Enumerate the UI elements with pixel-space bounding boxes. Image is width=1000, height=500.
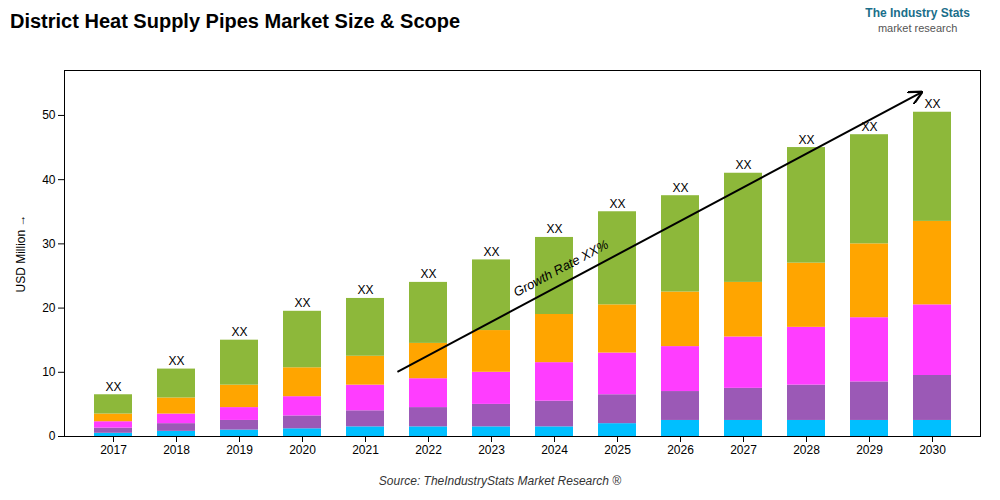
html-text:Source: TheIndustryStats Marke: Source: TheIndustryStats Market Research…: [378, 474, 622, 488]
svg-text:10: 10: [42, 365, 56, 379]
svg-text:2018: 2018: [163, 443, 190, 457]
svg-text:XX: XX: [735, 158, 751, 172]
svg-text:XX: XX: [672, 181, 688, 195]
svg-text:XX: XX: [861, 120, 877, 134]
svg-text:Growth Rate XX%: Growth Rate XX%: [511, 237, 611, 300]
svg-text:XX: XX: [294, 296, 310, 310]
svg-text:XX: XX: [105, 380, 121, 394]
svg-text:XX: XX: [357, 283, 373, 297]
svg-text:XX: XX: [609, 197, 625, 211]
html-text:The Industry Stats: The Industry Stats: [865, 6, 970, 20]
svg-text:50: 50: [42, 108, 56, 122]
svg-text:2022: 2022: [415, 443, 442, 457]
svg-text:2023: 2023: [478, 443, 505, 457]
svg-text:XX: XX: [798, 133, 814, 147]
svg-text:20: 20: [42, 301, 56, 315]
svg-text:2027: 2027: [730, 443, 757, 457]
svg-text:XX: XX: [420, 267, 436, 281]
svg-text:2030: 2030: [919, 443, 946, 457]
svg-text:XX: XX: [924, 97, 940, 111]
svg-text:USD Million →: USD Million →: [14, 214, 28, 292]
svg-text:XX: XX: [546, 222, 562, 236]
svg-text:2024: 2024: [541, 443, 568, 457]
html-text:market research: market research: [877, 22, 958, 34]
svg-text:XX: XX: [483, 245, 499, 259]
svg-text:2019: 2019: [226, 443, 253, 457]
html-text:District Heat Supply Pipes Mar: District Heat Supply Pipes Market Size &…: [10, 10, 461, 32]
svg-text:2017: 2017: [100, 443, 127, 457]
svg-text:2028: 2028: [793, 443, 820, 457]
svg-text:XX: XX: [231, 325, 247, 339]
svg-text:0: 0: [49, 429, 56, 443]
svg-text:2025: 2025: [604, 443, 631, 457]
svg-text:40: 40: [42, 172, 56, 186]
svg-text:XX: XX: [168, 354, 184, 368]
svg-text:30: 30: [42, 237, 56, 251]
svg-text:2026: 2026: [667, 443, 694, 457]
svg-text:2029: 2029: [856, 443, 883, 457]
svg-text:2021: 2021: [352, 443, 379, 457]
svg-text:2020: 2020: [289, 443, 316, 457]
